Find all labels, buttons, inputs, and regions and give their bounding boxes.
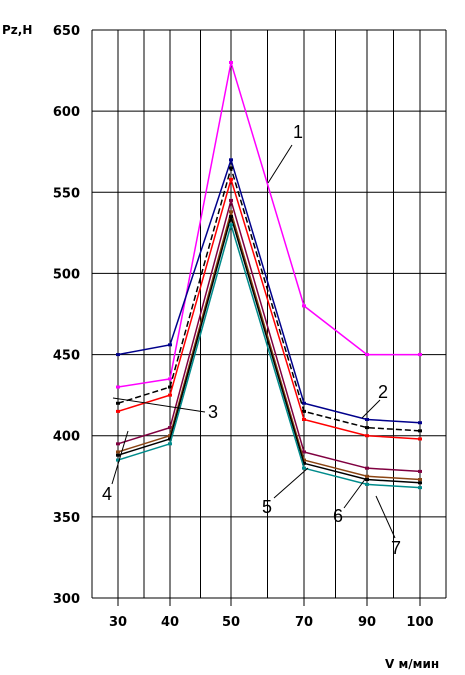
data-point [365,417,369,421]
data-point [116,353,120,357]
data-point [365,466,369,470]
series-callout-label: 2 [378,382,388,402]
data-point [229,223,233,227]
callout-leader [343,477,367,509]
x-tick-label: 90 [358,615,376,630]
y-tick-label: 550 [53,186,80,201]
series-line-4 [117,176,421,440]
data-point [302,466,306,470]
data-point [116,401,120,405]
data-point [168,434,172,438]
series-line-6 [117,209,421,481]
x-tick-label: 50 [222,615,240,630]
data-point [302,417,306,421]
series-line-7 [117,213,421,484]
series-line-5 [117,197,421,473]
data-point [229,215,233,219]
data-point [229,177,233,181]
series-callout-label: 1 [293,122,303,142]
x-axis-title: V м/мин [385,657,439,671]
x-tick-label: 100 [406,615,433,630]
y-tick-label: 350 [53,511,80,526]
callout-leader [375,495,396,539]
data-point [302,450,306,454]
callout-leader [112,397,206,413]
data-point [168,442,172,446]
series-line-3 [117,165,421,432]
data-point [418,481,422,485]
data-point [365,474,369,478]
callouts: 1 2 3 4 5 6 7 [102,122,401,558]
series-callout-label: 6 [333,506,343,526]
grid [91,29,447,606]
data-point [418,437,422,441]
data-point [116,453,120,457]
y-tick-label: 450 [53,349,80,364]
callout-leader [267,144,293,184]
y-tick-label: 400 [53,430,80,445]
callout-leader [273,467,309,499]
series-callout-label: 4 [102,484,112,504]
series-callout-label: 3 [208,402,218,422]
data-point [302,409,306,413]
data-point [365,353,369,357]
y-axis-title: Pz,H [2,23,32,37]
data-point [168,385,172,389]
series-layer [116,60,422,490]
data-point [168,343,172,347]
y-tick-label: 600 [53,105,80,120]
y-tick-label: 500 [53,267,80,282]
data-point [302,458,306,462]
data-point [168,426,172,430]
data-point [365,482,369,486]
data-point [418,353,422,357]
callout-leader [361,399,381,419]
data-point [168,377,172,381]
data-point [229,158,233,162]
y-tick-label: 300 [53,592,80,607]
series-callout-label: 7 [391,538,401,558]
data-point [229,210,233,214]
data-point [365,426,369,430]
data-point [116,450,120,454]
series-line-2 [117,157,421,424]
data-point [229,166,233,170]
data-point [418,421,422,425]
data-point [365,478,369,482]
data-point [418,478,422,482]
data-point [116,458,120,462]
callout-leader [111,430,129,485]
data-point [418,429,422,433]
series-callout-label: 5 [262,497,272,517]
data-point [302,401,306,405]
series-line-8 [117,222,421,489]
data-point [168,393,172,397]
series-line-1 [117,62,420,388]
data-point [168,437,172,441]
data-point [116,442,120,446]
y-tick-label: 650 [53,24,80,39]
data-point [302,461,306,465]
data-point [229,60,233,64]
data-point [302,304,306,308]
tick-labels: 300 350 400 450 500 550 600 650 30 40 50 70 90 100 [53,24,434,630]
data-point [229,198,233,202]
x-tick-label: 30 [109,615,127,630]
data-point [116,409,120,413]
x-tick-label: 70 [295,615,313,630]
data-point [418,486,422,490]
data-point [365,434,369,438]
data-point [116,385,120,389]
data-point [418,469,422,473]
x-tick-label: 40 [161,615,179,630]
